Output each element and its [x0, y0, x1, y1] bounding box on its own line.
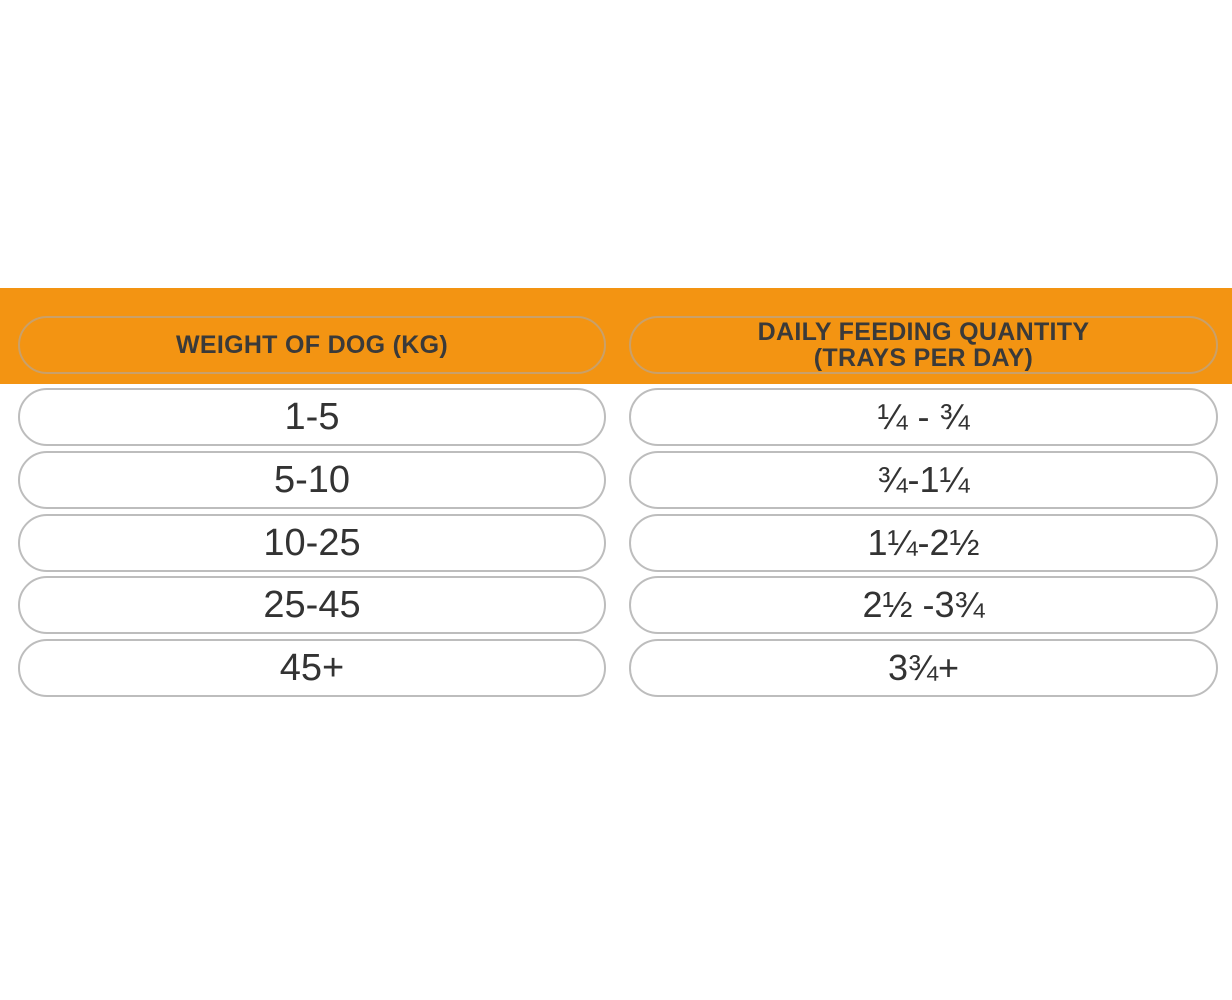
weight-cell: 5-10: [273, 458, 351, 501]
weight-cell: 25-45: [263, 583, 361, 626]
weight-cell: 1-5: [284, 395, 340, 438]
header-weight-of-dog: WEIGHT OF DOG (KG): [18, 316, 606, 374]
table-row-quantity: 2½ -3¾: [629, 576, 1218, 634]
quantity-cell: 3¾+: [887, 647, 960, 688]
weight-cell: 45+: [279, 646, 345, 689]
quantity-cell: ¾-1¼: [877, 459, 970, 500]
weight-cell: 10-25: [263, 521, 361, 564]
header-weight-label: WEIGHT OF DOG (KG): [175, 331, 449, 359]
header-quantity-line2: (TRAYS PER DAY): [813, 344, 1034, 372]
header-quantity-line1: DAILY FEEDING QUANTITY: [757, 318, 1090, 346]
quantity-cell: 1¼-2½: [867, 522, 980, 563]
table-row-quantity: ¼ - ¾: [629, 388, 1218, 446]
table-row-weight: 25-45: [18, 576, 606, 634]
table-row-quantity: ¾-1¼: [629, 451, 1218, 509]
table-row-weight: 45+: [18, 639, 606, 697]
table-row-weight: 10-25: [18, 514, 606, 572]
quantity-cell: ¼ - ¾: [877, 396, 970, 437]
table-row-weight: 1-5: [18, 388, 606, 446]
table-row-quantity: 3¾+: [629, 639, 1218, 697]
header-daily-feeding-quantity: DAILY FEEDING QUANTITY (TRAYS PER DAY): [629, 316, 1218, 374]
table-row-weight: 5-10: [18, 451, 606, 509]
quantity-cell: 2½ -3¾: [862, 584, 985, 625]
table-row-quantity: 1¼-2½: [629, 514, 1218, 572]
